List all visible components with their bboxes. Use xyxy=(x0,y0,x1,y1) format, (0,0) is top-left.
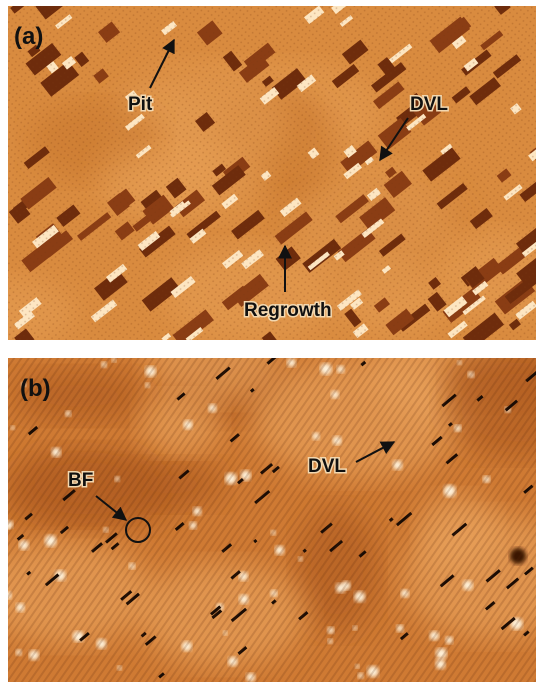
annotation: DVL xyxy=(308,456,346,477)
panel-b-lattice xyxy=(8,358,536,682)
panel-b xyxy=(0,320,544,682)
figure: (a) Pit DVL Regrowth (b) BF DVL xyxy=(0,0,544,686)
panel-a xyxy=(0,0,544,350)
annotation: Regrowth xyxy=(244,300,332,321)
panel-label: (a) xyxy=(14,23,43,50)
panel-a-lattice xyxy=(8,6,536,340)
panel-label: (b) xyxy=(20,375,51,402)
annotation: DVL xyxy=(410,94,448,115)
annotation: Pit xyxy=(128,94,153,115)
annotation: BF xyxy=(68,470,93,491)
